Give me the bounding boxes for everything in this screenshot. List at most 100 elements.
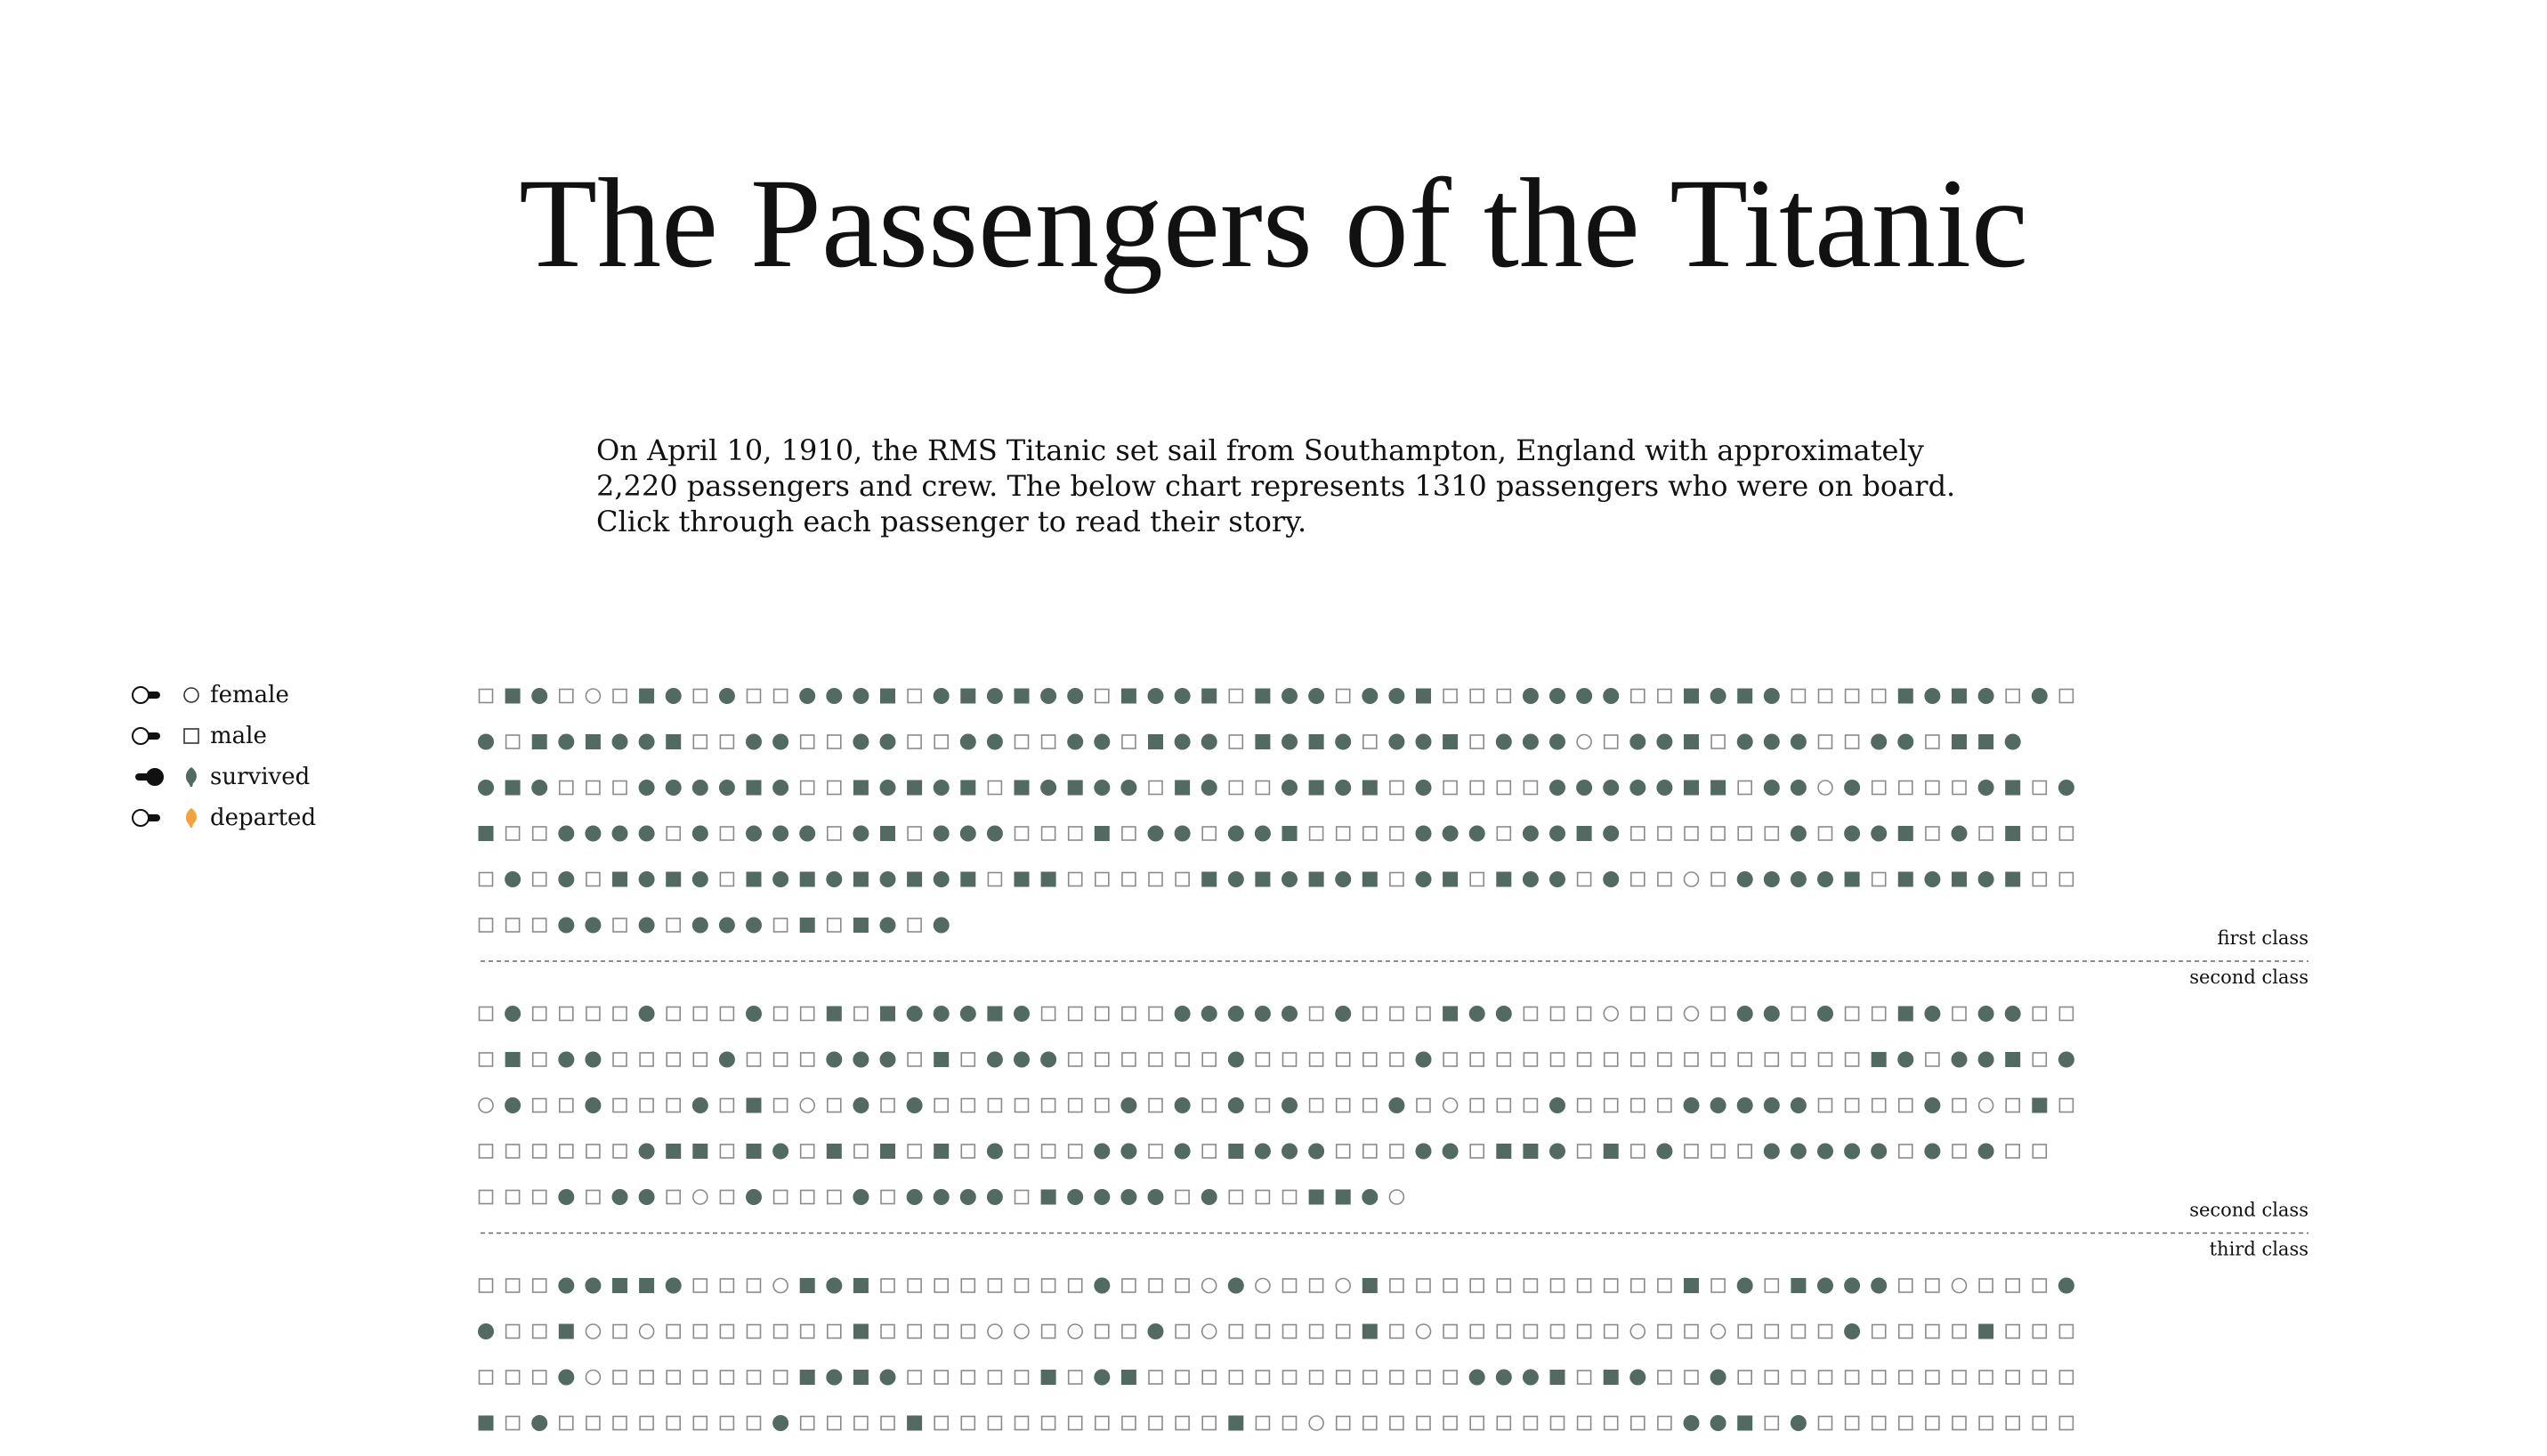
passenger-male-survived[interactable] [880, 1144, 895, 1159]
passenger-male-departed[interactable] [772, 1097, 788, 1113]
passenger-male-departed[interactable] [1844, 734, 1860, 749]
passenger-male-departed[interactable] [1630, 1278, 1645, 1293]
passenger-male-survived[interactable] [1094, 826, 1110, 841]
passenger-male-survived[interactable] [853, 780, 869, 796]
passenger-male-survived[interactable] [2005, 871, 2021, 887]
passenger-female-survived[interactable] [959, 733, 976, 750]
passenger-female-survived[interactable] [933, 917, 950, 934]
passenger-female-survived[interactable] [1040, 688, 1057, 704]
passenger-male-departed[interactable] [880, 1278, 895, 1293]
passenger-female-survived[interactable] [1335, 871, 1352, 887]
passenger-male-survived[interactable] [1844, 871, 1860, 887]
passenger-male-departed[interactable] [1040, 1323, 1056, 1339]
passenger-male-departed[interactable] [907, 1144, 922, 1159]
passenger-male-departed[interactable] [1469, 1415, 1484, 1431]
passenger-male-survived[interactable] [1228, 1144, 1244, 1159]
passenger-male-departed[interactable] [1817, 826, 1833, 841]
passenger-male-departed[interactable] [2032, 1052, 2048, 1067]
passenger-male-departed[interactable] [1389, 780, 1404, 796]
passenger-male-survived[interactable] [1897, 688, 1913, 704]
passenger-male-departed[interactable] [1308, 826, 1324, 841]
passenger-male-survived[interactable] [1040, 871, 1056, 887]
passenger-female-survived[interactable] [1201, 1189, 1217, 1205]
passenger-male-survived[interactable] [2005, 1052, 2021, 1067]
passenger-male-departed[interactable] [1416, 1370, 1431, 1385]
passenger-male-departed[interactable] [746, 1370, 762, 1385]
passenger-male-departed[interactable] [1791, 688, 1807, 704]
passenger-male-departed[interactable] [531, 1370, 547, 1385]
passenger-female-survived[interactable] [1308, 1143, 1325, 1160]
passenger-female-survived[interactable] [853, 688, 869, 704]
passenger-male-departed[interactable] [1416, 1006, 1431, 1022]
passenger-male-departed[interactable] [1335, 688, 1351, 704]
passenger-male-departed[interactable] [1282, 1370, 1298, 1385]
passenger-female-survived[interactable] [2058, 1051, 2074, 1068]
passenger-male-departed[interactable] [1148, 1006, 1163, 1022]
passenger-female-survived[interactable] [853, 825, 869, 842]
passenger-male-departed[interactable] [692, 1006, 708, 1022]
passenger-male-departed[interactable] [1523, 1323, 1539, 1339]
passenger-male-departed[interactable] [1067, 1052, 1083, 1067]
passenger-male-departed[interactable] [478, 1189, 494, 1205]
passenger-female-survived[interactable] [1844, 1323, 1861, 1339]
passenger-male-departed[interactable] [1630, 1052, 1645, 1067]
passenger-female-survived[interactable] [1227, 1097, 1244, 1113]
passenger-male-departed[interactable] [1898, 1278, 1913, 1293]
passenger-female-survived[interactable] [1388, 688, 1405, 704]
passenger-female-survived[interactable] [1549, 733, 1565, 750]
passenger-male-departed[interactable] [1576, 1370, 1592, 1385]
passenger-male-departed[interactable] [1040, 1278, 1056, 1293]
passenger-female-departed[interactable] [1067, 1323, 1083, 1339]
passenger-male-survived[interactable] [531, 734, 547, 749]
passenger-male-departed[interactable] [960, 1278, 976, 1293]
passenger-male-departed[interactable] [612, 1415, 627, 1431]
passenger-male-departed[interactable] [1630, 1415, 1645, 1431]
passenger-female-survived[interactable] [906, 1097, 923, 1113]
passenger-male-departed[interactable] [1335, 826, 1351, 841]
passenger-female-survived[interactable] [1977, 1006, 1994, 1022]
passenger-male-departed[interactable] [719, 1097, 735, 1113]
passenger-male-departed[interactable] [1121, 1323, 1136, 1339]
passenger-male-departed[interactable] [1657, 1097, 1672, 1113]
passenger-female-survived[interactable] [1094, 1143, 1111, 1160]
passenger-male-departed[interactable] [1576, 1006, 1592, 1022]
passenger-female-survived[interactable] [558, 825, 575, 842]
passenger-male-departed[interactable] [1844, 1052, 1860, 1067]
passenger-female-departed[interactable] [1951, 1277, 1968, 1294]
passenger-male-departed[interactable] [1148, 1097, 1163, 1113]
passenger-male-departed[interactable] [1308, 1097, 1324, 1113]
passenger-male-departed[interactable] [1014, 1144, 1030, 1159]
passenger-female-survived[interactable] [1790, 1097, 1807, 1113]
passenger-female-survived[interactable] [1468, 1006, 1485, 1022]
passenger-male-survived[interactable] [1255, 688, 1271, 704]
passenger-male-departed[interactable] [1014, 1278, 1030, 1293]
passenger-male-departed[interactable] [1362, 1097, 1378, 1113]
passenger-male-departed[interactable] [1067, 1415, 1083, 1431]
passenger-female-survived[interactable] [879, 917, 896, 934]
passenger-female-survived[interactable] [585, 825, 602, 842]
passenger-female-survived[interactable] [1442, 825, 1459, 842]
passenger-male-departed[interactable] [907, 826, 922, 841]
passenger-male-departed[interactable] [1228, 780, 1244, 796]
passenger-female-survived[interactable] [1736, 871, 1753, 887]
passenger-male-departed[interactable] [1952, 1415, 1967, 1431]
passenger-female-survived[interactable] [665, 688, 682, 704]
passenger-male-survived[interactable] [880, 826, 895, 841]
passenger-male-departed[interactable] [1416, 1415, 1431, 1431]
passenger-female-survived[interactable] [1282, 871, 1298, 887]
passenger-male-departed[interactable] [799, 1006, 815, 1022]
passenger-male-survived[interactable] [585, 734, 601, 749]
passenger-male-survived[interactable] [826, 1006, 842, 1022]
passenger-male-departed[interactable] [1121, 1415, 1136, 1431]
passenger-male-survived[interactable] [960, 871, 976, 887]
passenger-female-survived[interactable] [558, 1051, 575, 1068]
passenger-female-survived[interactable] [718, 1051, 735, 1068]
passenger-male-departed[interactable] [692, 1052, 708, 1067]
passenger-male-departed[interactable] [960, 1052, 976, 1067]
passenger-female-survived[interactable] [1790, 1143, 1807, 1160]
passenger-male-survived[interactable] [1897, 871, 1913, 887]
passenger-male-departed[interactable] [1095, 871, 1110, 887]
passenger-female-survived[interactable] [691, 917, 708, 934]
passenger-male-survived[interactable] [1443, 1006, 1459, 1022]
passenger-female-survived[interactable] [853, 733, 869, 750]
